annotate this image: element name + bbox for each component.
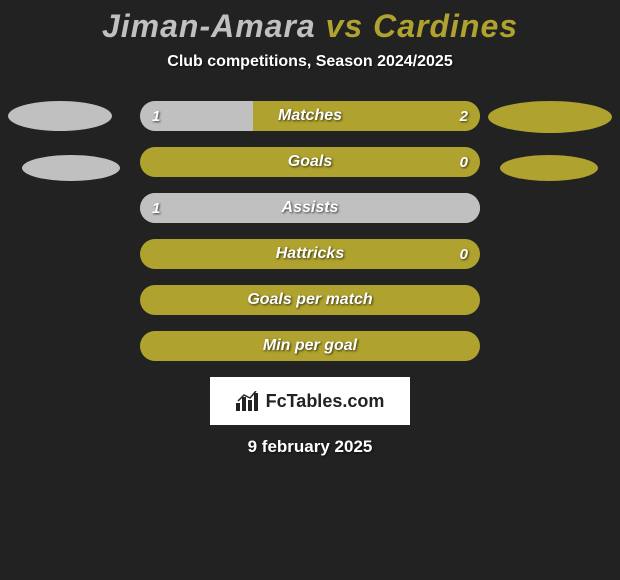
rows-container: Matches12Goals0Assists1Hattricks0Goals p… xyxy=(0,101,620,361)
row-label: Assists xyxy=(140,193,480,223)
date: 9 february 2025 xyxy=(0,437,620,457)
bars-icon xyxy=(236,391,260,411)
player1-name: Jiman-Amara xyxy=(102,8,316,44)
decorative-ellipse xyxy=(488,101,612,133)
stat-row: Goals0 xyxy=(140,147,480,177)
stat-row: Assists1 xyxy=(140,193,480,223)
decorative-ellipse xyxy=(500,155,598,181)
logo: FcTables.com xyxy=(236,391,385,412)
row-value-right: 0 xyxy=(460,239,468,269)
decorative-ellipse xyxy=(8,101,112,131)
page-title: Jiman-Amara vs Cardines xyxy=(0,8,620,45)
subtitle: Club competitions, Season 2024/2025 xyxy=(0,53,620,71)
stat-row: Hattricks0 xyxy=(140,239,480,269)
row-label: Hattricks xyxy=(140,239,480,269)
row-label: Matches xyxy=(140,101,480,131)
comparison-infographic: Jiman-Amara vs Cardines Club competition… xyxy=(0,0,620,457)
row-value-left: 1 xyxy=(152,101,160,131)
row-label: Goals per match xyxy=(140,285,480,315)
logo-box: FcTables.com xyxy=(210,377,410,425)
vs-separator: vs xyxy=(316,8,373,44)
player2-name: Cardines xyxy=(373,8,518,44)
stat-row: Matches1 2 xyxy=(140,101,480,131)
row-label: Goals xyxy=(140,147,480,177)
decorative-ellipse xyxy=(22,155,120,181)
row-value-left: 1 xyxy=(152,193,160,223)
row-label: Min per goal xyxy=(140,331,480,361)
logo-text: FcTables.com xyxy=(266,391,385,412)
row-value-right: 0 xyxy=(460,147,468,177)
stat-row: Min per goal xyxy=(140,331,480,361)
stat-row: Goals per match xyxy=(140,285,480,315)
row-value-right: 2 xyxy=(460,101,468,131)
chart-area: Matches12Goals0Assists1Hattricks0Goals p… xyxy=(0,101,620,361)
